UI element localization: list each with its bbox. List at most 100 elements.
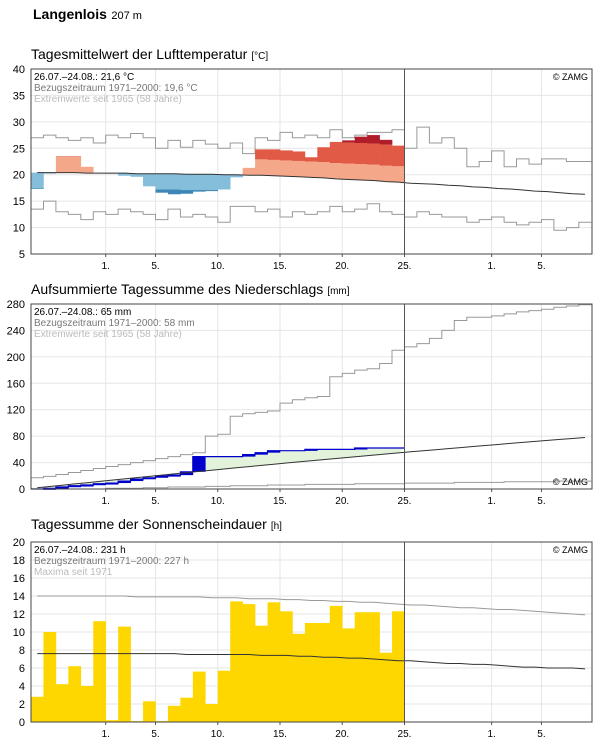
y-tick-label: 16 — [13, 573, 25, 585]
temperature-bar — [31, 188, 44, 189]
x-tick-label: 25. — [398, 729, 412, 740]
y-tick-label: 35 — [13, 90, 25, 102]
temperature-bar — [167, 189, 181, 195]
x-tick-label: 20. — [335, 261, 349, 272]
temperature-bar — [329, 163, 343, 179]
plot-frame — [30, 68, 593, 255]
temperature-bar — [379, 144, 393, 166]
temperature-bar — [292, 160, 306, 177]
x-tick-label: 1. — [102, 261, 110, 272]
temperature-bar — [367, 143, 380, 165]
sunshine-bar — [379, 652, 393, 722]
sunshine-max-line — [37, 595, 586, 616]
y-tick-label: 12 — [13, 609, 25, 621]
temperature-bar — [304, 161, 318, 178]
y-tick-label: 280 — [7, 299, 25, 311]
station-header: Langenlois 207 m — [33, 6, 142, 24]
info-line: Bezugszeitraum 1971–2000: 58 mm — [34, 318, 195, 329]
precip-increment-bar — [105, 483, 119, 485]
precip-deficit-area — [31, 448, 405, 489]
panel-unit: [mm] — [327, 286, 349, 297]
temperature-bar — [192, 190, 206, 192]
temperature-bar — [118, 173, 131, 176]
temperature-bar — [354, 143, 368, 165]
panel-title-text: Tagessumme der Sonnenscheindauer — [31, 516, 267, 532]
panel-unit: [°C] — [251, 51, 268, 62]
x-tick-label: 10. — [211, 261, 225, 272]
y-tick-label: 14 — [13, 591, 25, 603]
x-tick-label: 5. — [537, 261, 545, 272]
info-line: Extremwerte seit 1965 (58 Jahre) — [34, 329, 182, 340]
y-tick-label: 10 — [13, 627, 25, 639]
sunshine-bar — [292, 633, 306, 722]
panel-title: Tagessumme der Sonnenscheindauer [h] — [31, 516, 282, 532]
y-tick-label: 8 — [19, 645, 25, 657]
sunshine-bar — [255, 625, 268, 722]
x-tick-label: 5. — [151, 496, 159, 507]
precip-increment-bar — [80, 485, 94, 487]
climate-report: Langenlois 207 m Tagesmittelwert der Luf… — [7, 6, 593, 740]
sunshine-bar — [342, 628, 355, 722]
x-tick-label: 20. — [335, 496, 349, 507]
sunshine-bar — [217, 670, 231, 722]
sunshine-bar — [317, 623, 331, 722]
temperature-bar — [205, 190, 219, 192]
temperature-bar — [255, 149, 268, 160]
temperature-bar — [317, 162, 331, 178]
y-tick-label: 30 — [13, 117, 25, 129]
temperature-bar — [130, 173, 144, 177]
x-tick-label: 5. — [537, 496, 545, 507]
temperature-bar — [329, 141, 343, 164]
sunshine-bar — [143, 701, 156, 722]
precip-increment-bar — [255, 452, 268, 455]
station-elevation: 207 m — [111, 10, 142, 22]
temperature-bar — [55, 156, 69, 173]
x-tick-label: 10. — [211, 729, 225, 740]
temperature-bar — [230, 174, 243, 178]
precip-increment-bar — [93, 483, 106, 486]
extreme-min-line — [31, 200, 592, 231]
temperature-bar — [342, 142, 355, 164]
temperature-bar — [317, 147, 331, 163]
precip-increment-bar — [130, 479, 144, 482]
precip-cumulative-line — [31, 447, 405, 490]
sunshine-bar — [167, 705, 181, 722]
temperature-bar — [192, 174, 206, 191]
precip-increment-bar — [68, 485, 82, 488]
precip-increment-bar — [167, 475, 181, 477]
y-tick-label: 240 — [7, 325, 25, 337]
x-tick-label: 15. — [273, 496, 287, 507]
y-tick-label: 2 — [19, 699, 25, 711]
precip-increment-bar — [180, 471, 194, 476]
y-tick-label: 200 — [7, 352, 25, 364]
panel-unit: [h] — [271, 521, 282, 532]
temperature-bar — [180, 190, 194, 194]
y-tick-label: 120 — [7, 405, 25, 417]
y-tick-label: 80 — [13, 431, 25, 443]
sunshine-bar — [367, 612, 380, 722]
temperature-bar — [367, 135, 380, 144]
y-tick-label: 10 — [13, 223, 25, 235]
panel-title: Aufsummierte Tagessumme des Niederschlag… — [31, 281, 350, 297]
panel-title: Tagesmittelwert der Lufttemperatur [°C] — [31, 46, 268, 62]
sunshine-bar — [43, 632, 57, 722]
info-line: 26.07.–24.08.: 21,6 °C — [34, 72, 134, 83]
temperature-bar — [367, 164, 380, 181]
normal-line — [37, 437, 586, 489]
y-tick-label: 20 — [13, 170, 25, 182]
info-line: 26.07.–24.08.: 65 mm — [34, 307, 131, 318]
sunshine-bar — [31, 696, 44, 722]
sunshine-bar — [80, 686, 94, 722]
x-tick-label: 5. — [151, 261, 159, 272]
precip-increment-bar — [118, 481, 131, 484]
temperature-bar — [392, 145, 405, 167]
precip-increment-bar — [192, 456, 206, 472]
x-tick-label: 5. — [537, 729, 545, 740]
temperature-bar — [167, 173, 181, 190]
y-tick-label: 25 — [13, 143, 25, 155]
temperature-bar — [379, 165, 393, 182]
station-name: Langenlois — [33, 6, 107, 22]
extreme-max-line — [31, 126, 592, 168]
temperature-bar — [80, 166, 94, 174]
x-tick-label: 1. — [487, 496, 495, 507]
